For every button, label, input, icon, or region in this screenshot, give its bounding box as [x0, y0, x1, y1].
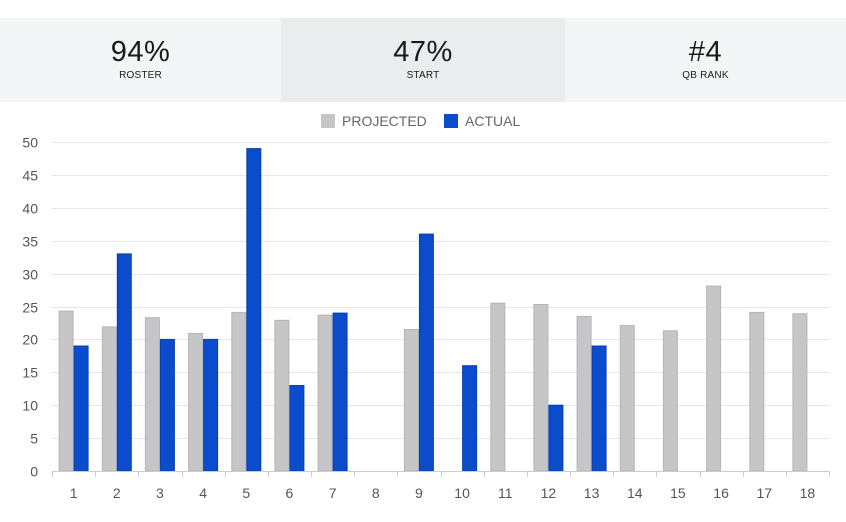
- bar-projected-week-3[interactable]: [144, 317, 160, 472]
- roster-percentage: 94%: [110, 36, 171, 68]
- x-tick-label-week-17: 17: [757, 485, 773, 501]
- bar-projected-week-18[interactable]: [792, 313, 808, 472]
- x-tick-label-week-6: 6: [286, 485, 294, 501]
- qb-rank-stat: #4 QB RANK: [565, 18, 846, 102]
- start-percentage: 47%: [393, 36, 453, 68]
- x-tick-label-week-7: 7: [329, 485, 337, 501]
- bar-actual-week-9[interactable]: [418, 233, 434, 472]
- chart-bars: [58, 148, 808, 472]
- bar-projected-week-15[interactable]: [662, 330, 678, 472]
- bar-actual-week-12[interactable]: [548, 404, 564, 472]
- bar-projected-week-12[interactable]: [533, 304, 549, 472]
- chart-gridlines: [52, 142, 829, 439]
- bar-projected-week-17[interactable]: [749, 311, 765, 472]
- x-tick-label-week-11: 11: [498, 485, 513, 501]
- legend-swatch-projected: [321, 114, 335, 128]
- y-tick-label: 5: [30, 431, 38, 447]
- y-axis-ticks: 0 5 10 15 20 25 30 35 40 45 50: [22, 135, 38, 480]
- bar-projected-week-16[interactable]: [706, 285, 722, 472]
- start-stat: 47% START: [281, 18, 565, 102]
- bar-actual-week-2[interactable]: [116, 253, 132, 472]
- legend-item-actual[interactable]: ACTUAL: [444, 113, 520, 129]
- x-tick-label-week-1: 1: [70, 485, 78, 501]
- bar-projected-week-5[interactable]: [231, 311, 247, 472]
- y-tick-label: 35: [22, 234, 38, 250]
- bar-projected-week-6[interactable]: [274, 319, 290, 472]
- bar-projected-week-1[interactable]: [58, 310, 74, 472]
- bar-projected-week-14[interactable]: [619, 325, 635, 472]
- legend-swatch-actual: [444, 114, 458, 128]
- start-label: START: [406, 70, 440, 81]
- x-tick-label-week-2: 2: [113, 485, 121, 501]
- bar-actual-week-10[interactable]: [462, 365, 478, 472]
- x-tick-label-week-16: 16: [713, 485, 729, 501]
- bar-actual-week-3[interactable]: [159, 338, 175, 472]
- x-tick-label-week-14: 14: [627, 485, 643, 501]
- x-tick-label-week-12: 12: [541, 485, 557, 501]
- legend-item-projected[interactable]: PROJECTED: [321, 113, 427, 129]
- bar-projected-week-7[interactable]: [317, 314, 333, 472]
- bar-projected-week-2[interactable]: [101, 326, 117, 472]
- y-tick-label: 40: [22, 201, 38, 217]
- x-tick-label-week-13: 13: [584, 485, 600, 501]
- x-axis-ticks: 1 2 3 4 5 6 7 8 9 10 11 12 13 14 15 16 17 18: [70, 485, 816, 501]
- bar-actual-week-4[interactable]: [203, 338, 219, 472]
- bar-projected-week-13[interactable]: [576, 315, 592, 472]
- legend-label-actual: ACTUAL: [465, 113, 520, 129]
- y-tick-label: 10: [22, 398, 38, 414]
- legend-label-projected: PROJECTED: [342, 113, 427, 129]
- x-tick-label-week-15: 15: [670, 485, 686, 501]
- x-tick-label-week-5: 5: [242, 485, 250, 501]
- y-tick-label: 25: [22, 300, 38, 316]
- y-tick-label: 15: [22, 365, 38, 381]
- bar-actual-week-1[interactable]: [73, 345, 89, 472]
- roster-label: ROSTER: [119, 70, 162, 81]
- x-tick-label-week-3: 3: [156, 485, 164, 501]
- y-tick-label: 20: [22, 332, 38, 348]
- stats-summary: 94% ROSTER 47% START #4 QB RANK: [0, 18, 846, 102]
- bar-actual-week-7[interactable]: [332, 312, 348, 472]
- x-axis: [52, 471, 830, 477]
- qb-rank-label: QB RANK: [682, 70, 729, 81]
- bar-actual-week-5[interactable]: [246, 148, 262, 472]
- x-tick-label-week-8: 8: [372, 485, 380, 501]
- bar-actual-week-13[interactable]: [591, 345, 607, 472]
- x-tick-label-week-9: 9: [415, 485, 423, 501]
- qb-rank-value: #4: [688, 36, 723, 68]
- bar-actual-week-6[interactable]: [289, 385, 305, 472]
- y-tick-label: 30: [22, 267, 38, 283]
- bar-projected-week-11[interactable]: [490, 302, 506, 472]
- roster-stat: 94% ROSTER: [0, 18, 281, 102]
- bar-projected-week-9[interactable]: [403, 329, 419, 472]
- chart-legend: PROJECTED ACTUAL: [321, 113, 520, 129]
- y-tick-label: 45: [22, 168, 38, 184]
- x-tick-label-week-4: 4: [199, 485, 207, 501]
- y-tick-label: 0: [30, 464, 38, 480]
- y-tick-label: 50: [22, 135, 38, 151]
- x-tick-label-week-10: 10: [454, 485, 470, 501]
- x-tick-label-week-18: 18: [800, 485, 816, 501]
- bar-projected-week-4[interactable]: [188, 333, 204, 472]
